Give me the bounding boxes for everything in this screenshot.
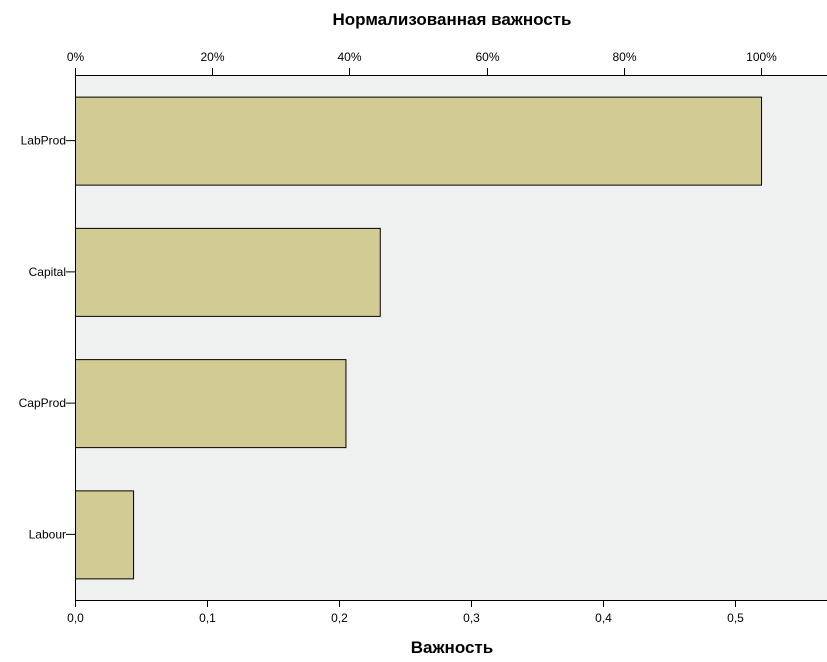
x-top-tick-label: 80% xyxy=(612,50,636,64)
x-axis-label: Важность xyxy=(411,638,493,657)
bars-group xyxy=(75,96,763,580)
x-bottom-tick-label: 0,4 xyxy=(595,611,612,625)
x-top-tick-label: 40% xyxy=(337,50,361,64)
y-tick-label-labprod: LabProd xyxy=(21,134,66,148)
y-tick-label-capprod: CapProd xyxy=(19,396,66,410)
x-bottom-tick-label: 0,1 xyxy=(199,611,216,625)
y-tick-label-labour: Labour xyxy=(29,527,66,541)
axes-group: LabProd Capital CapProd Labour 0,0 0,1 0,2 0,3 0… xyxy=(19,50,827,625)
x-bottom-tick-label: 0,2 xyxy=(331,611,348,625)
chart-title: Нормализованная важность xyxy=(333,10,572,29)
bar-labour xyxy=(75,490,135,580)
x-bottom-tick-label: 0,5 xyxy=(727,611,744,625)
x-bottom-tick-label: 0,3 xyxy=(463,611,480,625)
bar-capital xyxy=(75,227,381,317)
x-top-tick-label: 60% xyxy=(475,50,499,64)
y-tick-label-capital: Capital xyxy=(29,265,66,279)
x-bottom-tick-label: 0,0 xyxy=(67,611,84,625)
bar-capprod xyxy=(75,359,347,449)
x-top-tick-label: 100% xyxy=(746,50,777,64)
bar-labprod xyxy=(75,96,763,186)
x-top-tick-label: 0% xyxy=(67,50,85,64)
x-top-tick-label: 20% xyxy=(200,50,224,64)
